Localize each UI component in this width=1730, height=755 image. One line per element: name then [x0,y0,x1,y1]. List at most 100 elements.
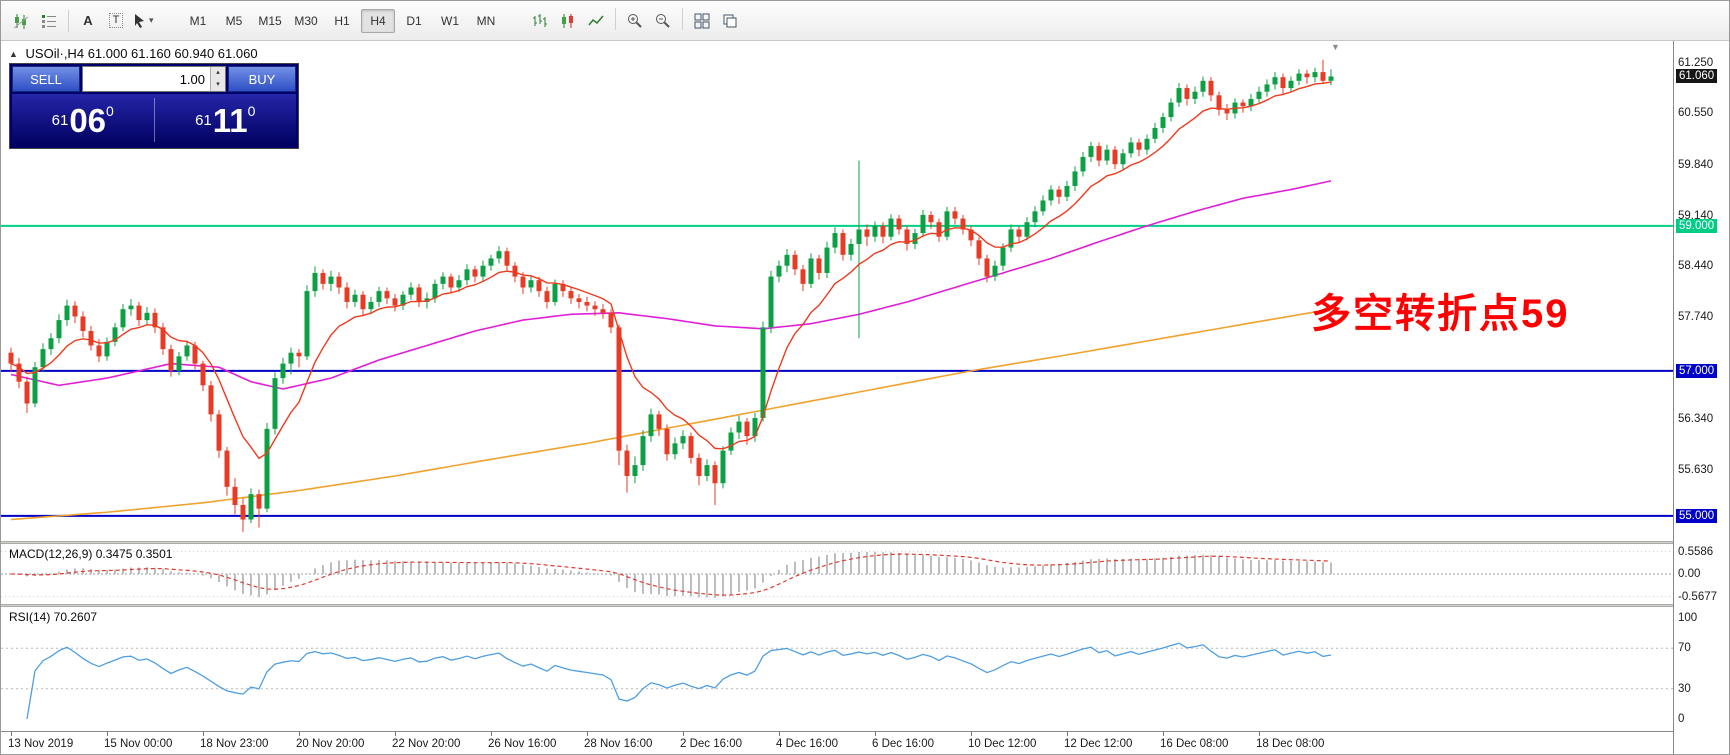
time-axis-label: 10 Dec 12:00 [968,738,1037,750]
cascade-windows-icon [723,14,737,27]
rsi-panel-canvas[interactable] [1,607,1673,731]
toolbar-separator [68,9,69,32]
time-axis-label: 4 Dec 16:00 [776,738,839,750]
font-label-button[interactable]: A [74,8,102,34]
timeframe-group: M1 M5 M15 M30 H1 H4 D1 W1 MN [180,8,504,33]
price-axis-label: 58.440 [1678,260,1714,273]
time-axis-tick [203,732,204,736]
time-axis-label: 18 Nov 23:00 [200,738,269,750]
time-axis-tick [1067,732,1068,736]
time-axis-tick [683,732,684,736]
timeframe-button-H1[interactable]: H1 [334,13,350,28]
timeframe-button-M15[interactable]: M15 [258,13,282,28]
time-axis-label: 15 Nov 00:00 [104,738,173,750]
zoom-out-button[interactable] [649,8,677,34]
top-toolbar: A T ▾ M1 M5 M15 M30 H1 H4 D1 W1 MN [1,1,1729,41]
time-axis-label: 22 Nov 20:00 [392,738,461,750]
bid-price-display: 61 06 0 [12,94,154,146]
time-axis-label: 16 Dec 08:00 [1160,738,1229,750]
volume-up-icon[interactable]: ▴ [210,67,225,79]
objects-list-button[interactable] [35,8,63,34]
time-axis-tick [395,732,396,736]
ask-price-big: 11 [212,101,248,139]
macd-panel-canvas[interactable] [1,544,1673,604]
bar-chart-icon [533,13,547,27]
price-axis[interactable]: 61.250 61.060 60.550 59.840 59.140 59.000 58.4… [1673,41,1729,754]
timeframe-button-W1[interactable]: W1 [441,13,459,28]
font-icon: A [83,13,93,28]
time-axis-label: 26 Nov 16:00 [488,738,557,750]
timeframe-button-D1[interactable]: D1 [406,13,422,28]
time-axis-label: 12 Dec 12:00 [1064,738,1133,750]
toolbar-separator [615,7,616,30]
time-axis-tick [875,732,876,736]
time-axis-tick [299,732,300,736]
arrow-tool-dropdown-caret[interactable]: ▾ [149,15,154,25]
candlestick-chart-button[interactable] [554,8,582,34]
rsi-axis-label: 30 [1678,682,1691,695]
timeframe-button-H4[interactable]: H4 [361,8,395,33]
chart-symbol-label: USOil·,H4 [25,46,85,61]
level-price-badge: 55.000 [1676,508,1718,523]
ask-price-sup: 0 [247,103,256,119]
arrow-tool-button[interactable]: ▾ [130,8,162,34]
timeframe-button-M1[interactable]: M1 [189,13,207,28]
chart-text-annotation[interactable]: 多空转折点59 [1311,292,1570,336]
time-axis-tick [779,732,780,736]
chart-ohlc-label: 61.000 61.160 60.940 61.060 [87,46,258,61]
time-axis-label: 28 Nov 16:00 [584,738,653,750]
chart-shift-marker-icon[interactable]: ▼ [1331,42,1340,52]
volume-down-icon[interactable]: ▾ [210,79,225,91]
zoom-in-button[interactable] [621,8,649,34]
rsi-axis-label: 0 [1678,713,1685,725]
zoom-in-icon [628,13,642,28]
time-axis[interactable]: 13 Nov 2019 15 Nov 00:00 18 Nov 23:00 20 No… [1,731,1673,754]
price-axis-label: 60.550 [1678,107,1714,120]
tile-windows-button[interactable] [688,8,716,34]
timeframe-button-MN[interactable]: MN [476,13,496,28]
sell-button[interactable]: SELL [12,66,80,92]
price-axis-label: 57.740 [1678,311,1714,324]
macd-splitter[interactable] [1,541,1729,544]
time-axis-label: 6 Dec 16:00 [872,738,935,750]
price-divider [153,98,155,142]
rsi-axis-label: 70 [1678,642,1691,655]
volume-input[interactable] [82,66,226,92]
rsi-axis-label: 100 [1678,612,1698,624]
cascade-windows-button[interactable] [716,8,744,34]
price-axis-label: 59.840 [1678,158,1714,171]
toolbar-separator [682,7,683,30]
time-axis-tick [587,732,588,736]
candles-edit-icon [13,13,29,29]
level-price-badge: 57.000 [1676,363,1718,378]
text-label-button[interactable]: T [102,8,130,34]
time-axis-label: 20 Nov 20:00 [296,738,365,750]
tile-windows-icon [694,13,710,28]
time-axis-label: 18 Dec 08:00 [1256,738,1325,750]
rsi-indicator-label: RSI(14) 70.2607 [9,610,98,624]
ask-price-small: 61 [195,111,212,129]
chart-mode-group [526,7,744,34]
chart-title: ▲ USOil·,H4 61.000 61.160 60.940 61.060 [9,46,258,61]
bid-price-big: 06 [69,101,107,139]
text-label-icon: T [108,13,124,28]
edit-chart-button[interactable] [7,8,35,34]
price-axis-label: 59.140 [1678,209,1714,222]
line-chart-button[interactable] [582,8,610,34]
bar-chart-button[interactable] [526,8,554,34]
bid-price-sup: 0 [106,103,114,119]
collapse-trade-panel-icon[interactable]: ▲ [9,49,18,59]
buy-button[interactable]: BUY [228,66,296,92]
price-axis-label: 55.630 [1678,464,1714,477]
timeframe-button-M30[interactable]: M30 [294,13,318,28]
timeframe-button-M5[interactable]: M5 [225,13,243,28]
rsi-splitter[interactable] [1,604,1729,607]
bid-price-small: 61 [51,111,69,129]
time-axis-tick [491,732,492,736]
time-axis-tick [971,732,972,736]
macd-axis-label: 0.5586 [1678,545,1714,558]
candlestick-chart-icon [562,13,573,28]
macd-indicator-label: MACD(12,26,9) 0.3475 0.3501 [9,547,173,561]
